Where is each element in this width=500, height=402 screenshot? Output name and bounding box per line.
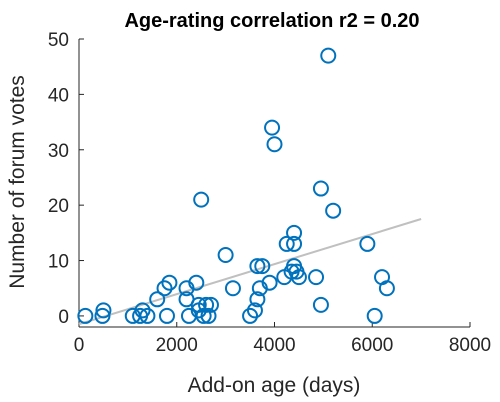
data-point	[202, 296, 219, 313]
data-point	[242, 307, 259, 324]
x-tick-label: 4000	[253, 335, 295, 356]
y-tick-label: 0	[58, 307, 69, 328]
data-point	[308, 269, 325, 286]
data-point	[366, 307, 383, 324]
data-point	[278, 235, 295, 252]
data-point	[134, 302, 151, 319]
chart-title: Age-rating correlation r2 = 0.20	[124, 10, 419, 32]
data-point	[188, 274, 205, 291]
data-point	[139, 307, 156, 324]
data-point	[156, 280, 173, 297]
data-point	[378, 280, 395, 297]
data-point	[359, 235, 376, 252]
data-point	[286, 224, 303, 241]
data-point	[246, 302, 263, 319]
data-point	[286, 235, 303, 252]
y-tick-label: 50	[48, 30, 69, 51]
data-point	[161, 274, 178, 291]
y-axis-label: Number of forum votes	[6, 75, 29, 289]
data-point	[77, 307, 94, 324]
plot-area: 0 2000 4000 6000 8000 0 10 20 30 40 50	[48, 30, 491, 356]
x-tick-label: 8000	[449, 335, 491, 356]
x-axis-label: Add-on age (days)	[188, 374, 361, 397]
data-point	[158, 307, 175, 324]
data-point	[249, 258, 266, 275]
y-tick-label: 30	[48, 141, 69, 162]
data-point	[200, 307, 217, 324]
data-point	[320, 47, 337, 64]
data-point	[261, 274, 278, 291]
x-tick-label: 6000	[351, 335, 393, 356]
data-point	[312, 180, 329, 197]
y-tick-label: 40	[48, 85, 69, 106]
data-point	[254, 258, 271, 275]
y-tick-label: 20	[48, 196, 69, 217]
x-tick-label: 0	[74, 335, 85, 356]
data-point	[264, 119, 281, 136]
data-point	[94, 307, 111, 324]
y-tick-label: 10	[48, 252, 69, 273]
data-point	[149, 291, 166, 308]
data-point	[249, 291, 266, 308]
data-point	[217, 247, 234, 263]
x-tick-label: 2000	[156, 335, 198, 356]
data-point	[193, 191, 210, 208]
data-point	[290, 269, 307, 286]
data-point	[312, 296, 329, 313]
data-point	[198, 296, 215, 313]
data-point	[325, 202, 342, 219]
data-point	[266, 136, 283, 153]
data-point	[195, 307, 212, 324]
data-point	[95, 302, 112, 319]
data-point	[224, 280, 241, 297]
